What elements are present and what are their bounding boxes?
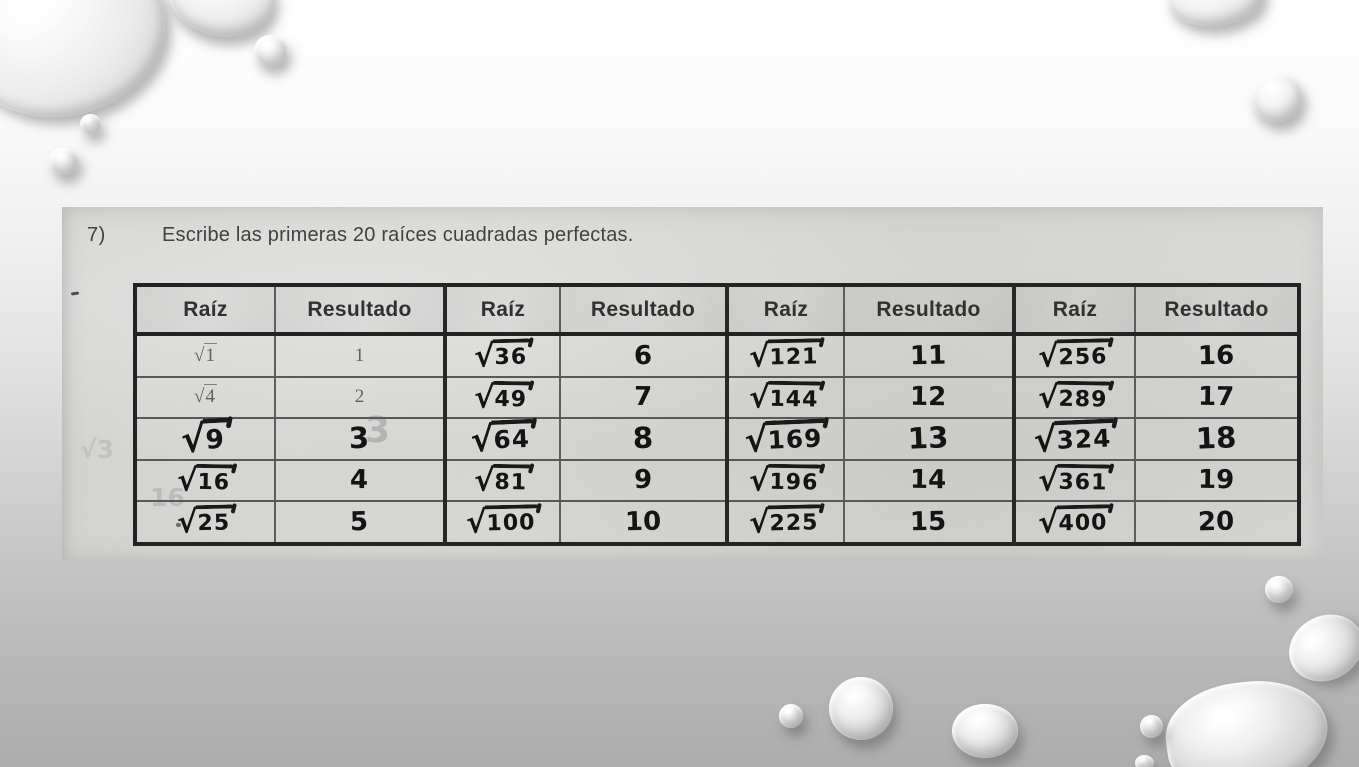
pencil-speck	[70, 291, 80, 296]
table-row: √1 1 √36 6 √121 11 √256 16	[135, 334, 1299, 378]
root-cell: √324	[1014, 418, 1136, 461]
perfect-squares-table: Raíz Resultado Raíz Resultado Raíz Resultado R…	[133, 283, 1301, 546]
result-cell: 3	[275, 418, 447, 461]
result-cell: 19	[1135, 459, 1299, 502]
root-cell: √25	[135, 501, 276, 544]
water-droplet	[1135, 755, 1154, 767]
water-droplet	[80, 114, 101, 134]
result-cell: 15	[844, 501, 1016, 544]
root-cell: √100	[445, 501, 561, 544]
column-header: Raíz	[445, 285, 561, 336]
root-cell: √81	[445, 459, 561, 502]
water-droplet	[1265, 576, 1293, 603]
result-cell: 10	[560, 501, 729, 544]
column-header: Resultado	[560, 285, 729, 336]
root-cell: √256	[1014, 334, 1136, 378]
water-droplet	[1251, 72, 1302, 122]
table-row: √9 3 √64 8 √169 13 √324 18	[135, 417, 1299, 462]
result-cell: 2	[275, 376, 447, 419]
root-cell: √144	[727, 376, 845, 419]
exercise-number: 7)	[87, 224, 106, 246]
root-cell: √1	[135, 334, 276, 378]
pencil-speck	[176, 523, 181, 527]
water-droplet	[49, 147, 78, 175]
table-header-row: Raíz Resultado Raíz Resultado Raíz Resultado R…	[135, 285, 1299, 336]
water-droplet	[254, 35, 287, 66]
column-header: Resultado	[275, 285, 447, 336]
table-row: √25 5 √100 10 √225 15 √400 20	[135, 501, 1299, 544]
column-header: Raíz	[1014, 285, 1136, 336]
column-header: Resultado	[844, 285, 1016, 336]
root-cell: √36	[445, 334, 561, 378]
water-droplet	[829, 677, 893, 740]
exercise-prompt: Escribe las primeras 20 raíces cuadradas…	[162, 224, 634, 246]
result-cell: 4	[275, 459, 447, 502]
root-cell: √49	[445, 376, 561, 419]
root-cell: √121	[727, 334, 845, 378]
root-cell: √64	[445, 418, 561, 461]
water-droplet	[1159, 671, 1335, 767]
water-droplet	[952, 704, 1018, 758]
result-cell: 18	[1135, 418, 1299, 461]
table-row: √16 4 √81 9 √196 14 √361 19	[135, 459, 1299, 502]
water-droplet	[1140, 715, 1163, 738]
root-cell: √9	[135, 417, 276, 462]
root-cell: √4	[135, 376, 276, 419]
result-cell: 14	[844, 459, 1016, 502]
result-cell: 9	[560, 459, 729, 502]
result-cell: 17	[1135, 376, 1299, 419]
result-cell: 1	[275, 334, 447, 378]
root-cell: √225	[727, 501, 845, 544]
water-droplet	[1163, 0, 1266, 31]
result-cell: 11	[844, 334, 1016, 378]
result-cell: 12	[844, 376, 1016, 419]
column-header: Raíz	[727, 285, 845, 336]
root-cell: √361	[1014, 459, 1136, 502]
water-droplet	[779, 704, 803, 728]
table-row: √4 2 √49 7 √144 12 √289 17	[135, 376, 1299, 419]
result-cell: 20	[1198, 506, 1235, 538]
root-cell: √16	[135, 459, 276, 502]
ghost-mark: √3	[80, 435, 115, 464]
root-cell: √169	[727, 418, 845, 461]
result-cell: 6	[560, 334, 729, 378]
result-cell: 16	[1135, 334, 1299, 378]
result-cell: 13	[844, 418, 1016, 461]
worksheet-scan: 7) Escribe las primeras 20 raíces cuadra…	[62, 207, 1323, 560]
water-droplet	[1277, 602, 1359, 694]
result-cell: 7	[560, 376, 729, 419]
result-cell: 5	[275, 501, 447, 544]
root-cell: √400	[1014, 501, 1136, 544]
result-cell: 8	[560, 418, 729, 461]
column-header: Resultado	[1135, 285, 1299, 336]
column-header: Raíz	[135, 285, 276, 336]
root-cell: √196	[727, 459, 845, 502]
root-cell: √289	[1014, 376, 1136, 419]
